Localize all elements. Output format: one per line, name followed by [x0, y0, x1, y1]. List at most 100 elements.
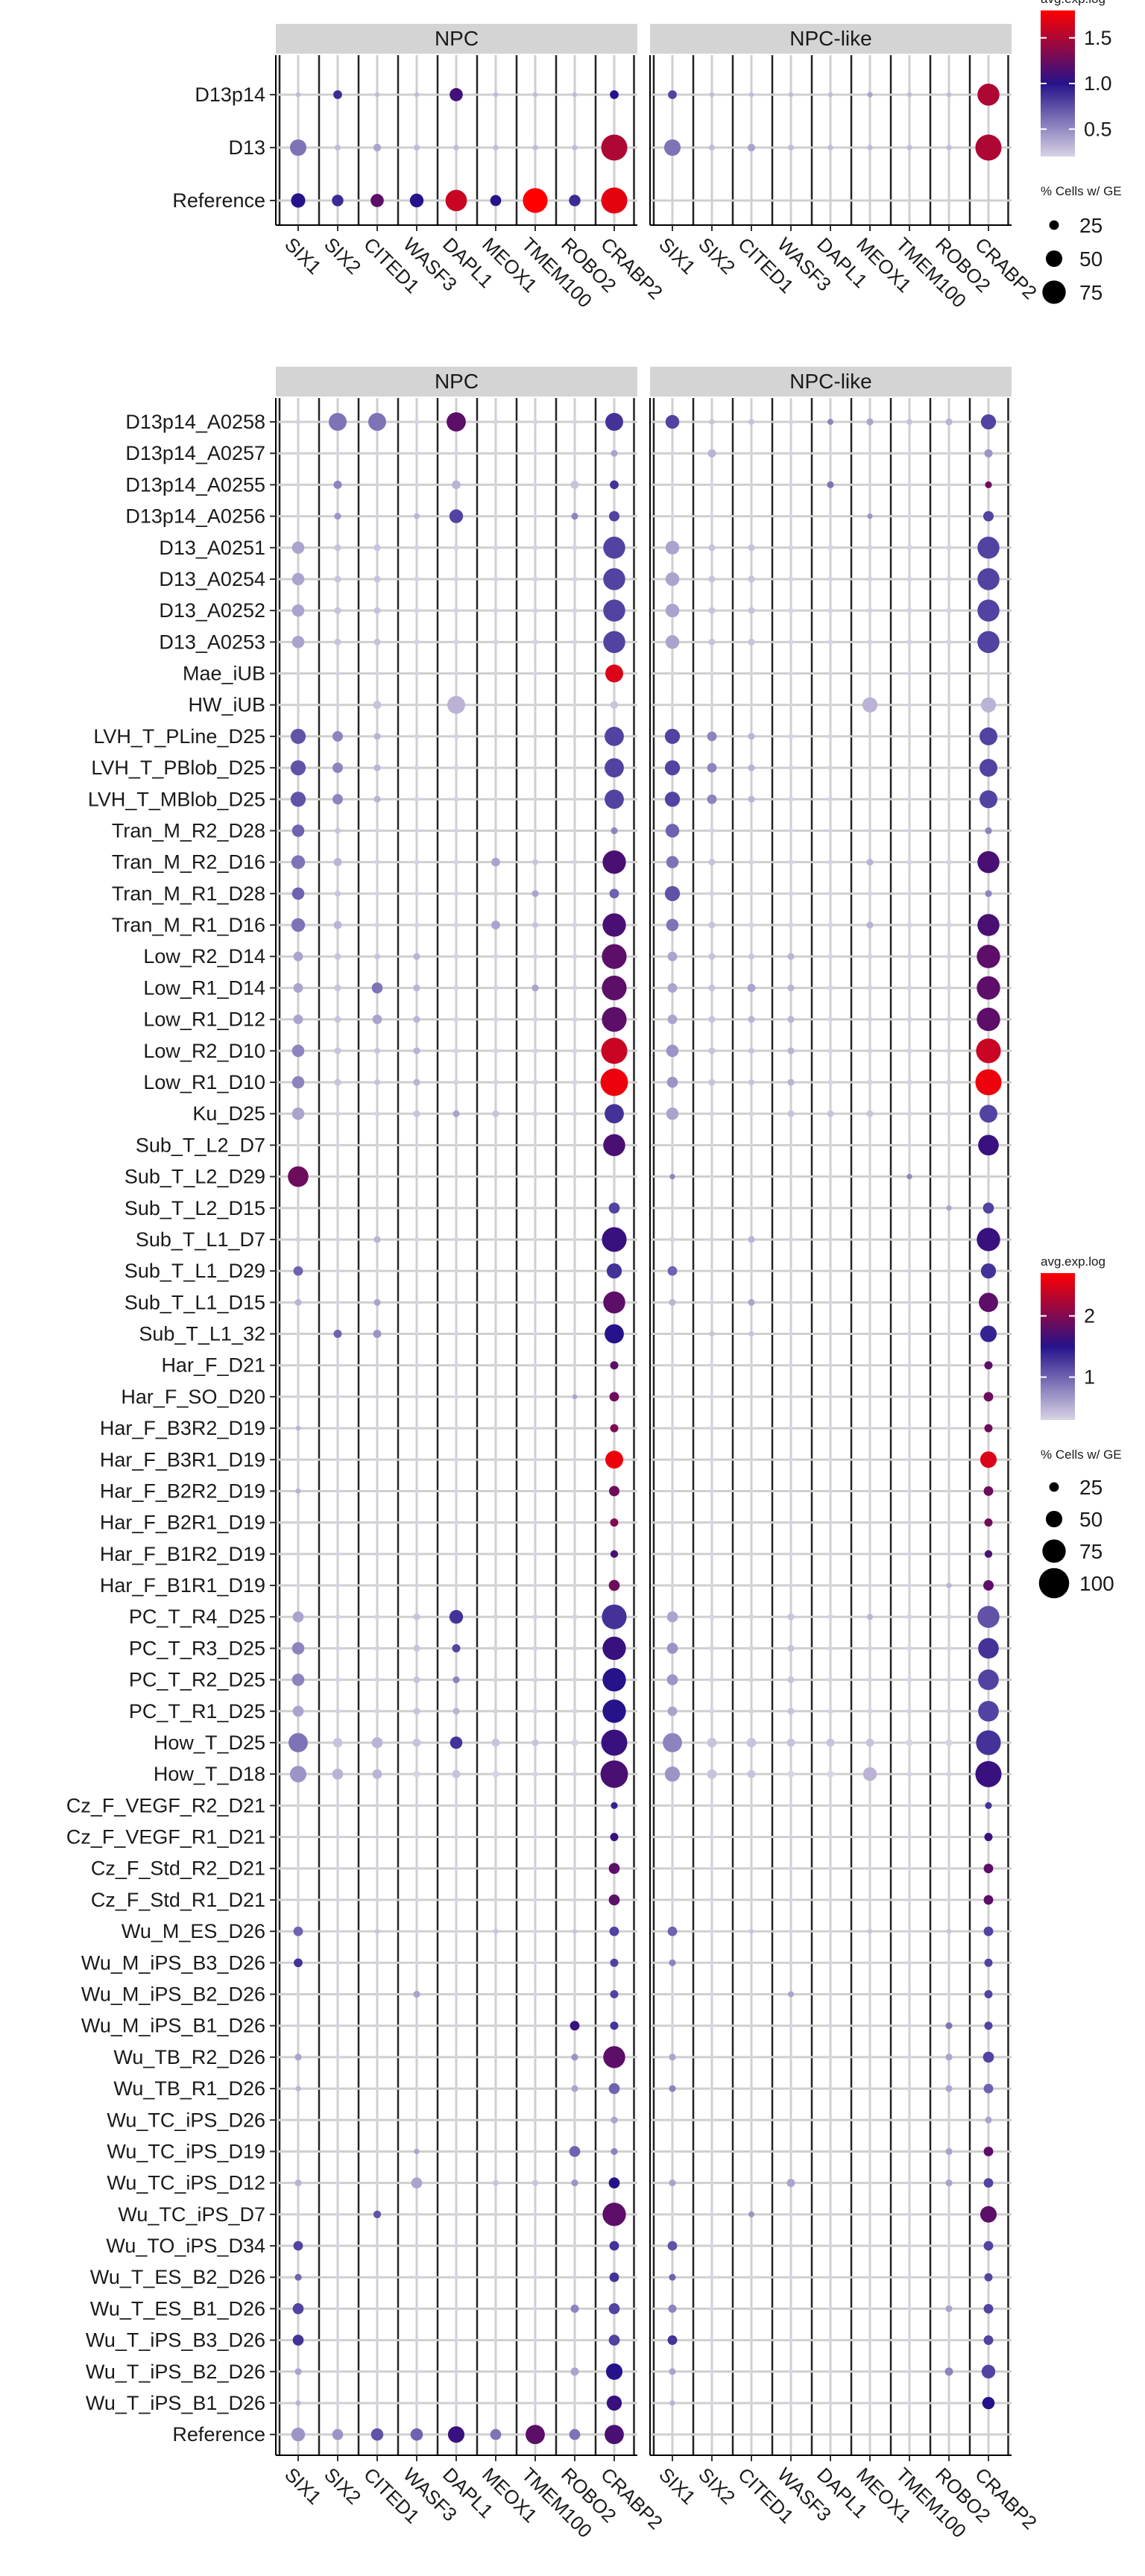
dot: [454, 2337, 458, 2343]
dot: [868, 1174, 872, 1179]
dot: [373, 1047, 381, 1054]
dot: [947, 671, 951, 676]
dot: [605, 413, 623, 431]
dot: [493, 671, 498, 676]
dot: [493, 2086, 498, 2091]
dot: [906, 953, 912, 959]
dot: [977, 599, 1000, 622]
dot: [329, 413, 347, 431]
dot: [749, 1834, 754, 1840]
dot: [983, 1580, 994, 1591]
dot: [748, 1047, 755, 1054]
dot: [601, 1038, 628, 1064]
dot: [907, 2055, 912, 2059]
dot: [296, 1520, 300, 1525]
dot: [532, 576, 538, 582]
dot: [533, 1489, 537, 1494]
dot: [493, 1960, 498, 1966]
dot: [412, 1738, 421, 1747]
dot: [983, 1392, 994, 1402]
dot: [375, 1143, 379, 1148]
dot: [334, 953, 341, 960]
dot: [907, 734, 912, 739]
dot: [610, 1833, 619, 1842]
dot: [975, 1069, 1002, 1096]
dot: [335, 1614, 341, 1620]
dot: [414, 1552, 419, 1556]
dot: [907, 2086, 912, 2091]
dot: [666, 1643, 678, 1654]
dot: [947, 1174, 951, 1179]
dot: [532, 607, 538, 613]
dot: [453, 545, 459, 551]
dot: [789, 1457, 793, 1462]
dot: [670, 1520, 675, 1525]
dot: [335, 2055, 340, 2059]
dot: [708, 638, 716, 645]
dot: [983, 2147, 994, 2156]
dot: [906, 859, 912, 865]
dot: [907, 1929, 912, 1933]
dot: [828, 1583, 833, 1588]
dot: [789, 1552, 793, 1556]
dot: [294, 1298, 302, 1306]
dot: [868, 1803, 872, 1808]
dot: [294, 2273, 302, 2281]
dot: [414, 1898, 419, 1902]
dot: [789, 1803, 793, 1808]
dot: [294, 1958, 303, 1968]
dot: [828, 2244, 833, 2248]
dot: [976, 1038, 1001, 1064]
dot: [709, 827, 715, 834]
dot: [295, 1237, 301, 1243]
dot: [291, 1076, 305, 1089]
dot: [493, 1426, 498, 1430]
dot: [710, 514, 714, 519]
dot: [827, 765, 833, 771]
dot: [947, 482, 951, 487]
dot: [945, 418, 953, 426]
dot: [610, 1424, 619, 1433]
dot: [827, 1016, 833, 1023]
dot: [906, 922, 912, 928]
dot: [789, 514, 793, 519]
dot: [665, 635, 680, 649]
dot: [710, 1489, 714, 1494]
dot: [601, 1729, 628, 1756]
dot: [907, 1331, 912, 1336]
dot: [947, 1803, 951, 1808]
dot: [335, 2149, 340, 2154]
dot: [828, 2023, 833, 2028]
dot: [454, 1552, 458, 1556]
dot: [572, 92, 578, 98]
dot: [374, 1614, 380, 1620]
dot: [296, 702, 300, 707]
dot: [907, 1583, 912, 1588]
dot: [333, 1330, 342, 1339]
dot: [710, 2055, 714, 2059]
dot: [293, 1926, 303, 1936]
dot: [493, 1048, 499, 1054]
size-key-dot: [1038, 1568, 1070, 1599]
dot: [375, 671, 379, 676]
dot: [572, 2118, 577, 2122]
dot: [294, 2368, 302, 2375]
dot: [374, 922, 380, 928]
panel-title: NPC-like: [789, 27, 871, 50]
y-tick-label: How_T_D25: [154, 1731, 265, 1754]
dot: [608, 2177, 620, 2188]
x-tick-label: SIX1: [654, 2463, 700, 2509]
dot: [532, 922, 539, 929]
dot: [710, 1174, 714, 1179]
dot: [707, 1769, 717, 1779]
dot: [335, 2086, 340, 2091]
dot: [605, 789, 624, 809]
dot: [493, 2118, 498, 2122]
dot: [947, 1300, 951, 1305]
dot: [602, 1699, 626, 1723]
dot: [710, 2306, 714, 2311]
dot: [414, 1174, 419, 1179]
dot: [789, 1426, 793, 1430]
dot: [293, 951, 303, 962]
dot: [827, 418, 834, 426]
